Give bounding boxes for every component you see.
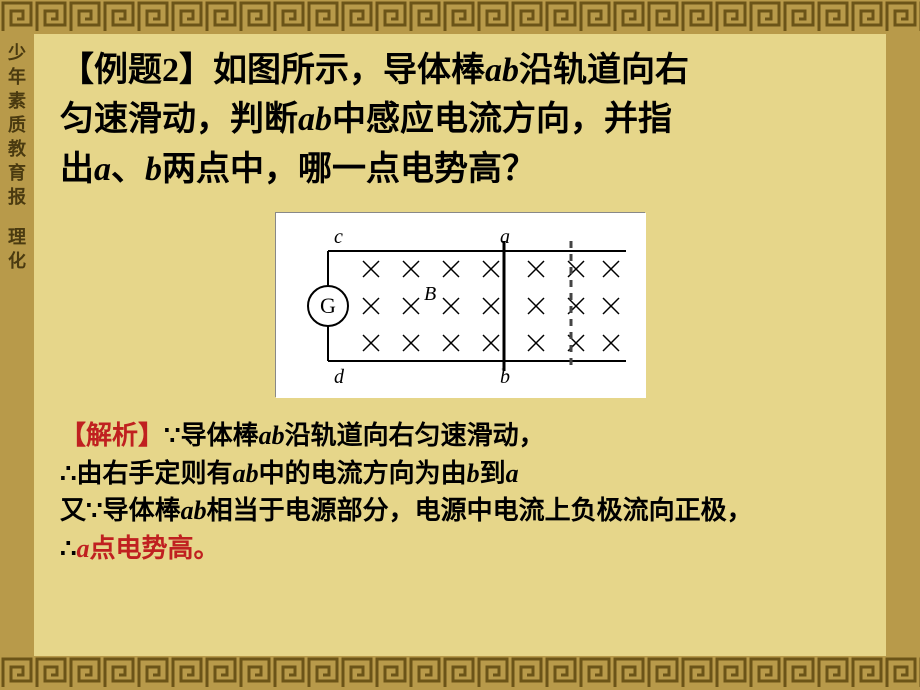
- solution-text: 【解析】∵导体棒ab沿轨道向右匀速滑动， ∴由右手定则有ab中的电流方向为由b到…: [60, 417, 860, 568]
- problem-text: 【例题2】如图所示，导体棒ab沿轨道向右 匀速滑动，判断ab中感应电流方向，并指…: [60, 46, 860, 194]
- svg-text:d: d: [334, 366, 345, 388]
- border-bottom: [0, 656, 920, 690]
- svg-text:b: b: [500, 366, 510, 388]
- border-left: 少年素质教育报理化: [0, 34, 34, 656]
- svg-text:G: G: [320, 293, 336, 318]
- svg-text:B: B: [424, 283, 436, 305]
- svg-text:c: c: [334, 226, 343, 248]
- problem-label: 【例题2】: [60, 52, 213, 89]
- solution-label: 【解析】: [60, 421, 164, 450]
- border-right: [886, 34, 920, 656]
- border-top: [0, 0, 920, 34]
- diagram-wrap: G c d a b B: [60, 212, 860, 397]
- circuit-diagram: G c d a b B: [275, 212, 645, 397]
- svg-text:a: a: [500, 226, 510, 248]
- slide-content: 【例题2】如图所示，导体棒ab沿轨道向右 匀速滑动，判断ab中感应电流方向，并指…: [60, 46, 860, 644]
